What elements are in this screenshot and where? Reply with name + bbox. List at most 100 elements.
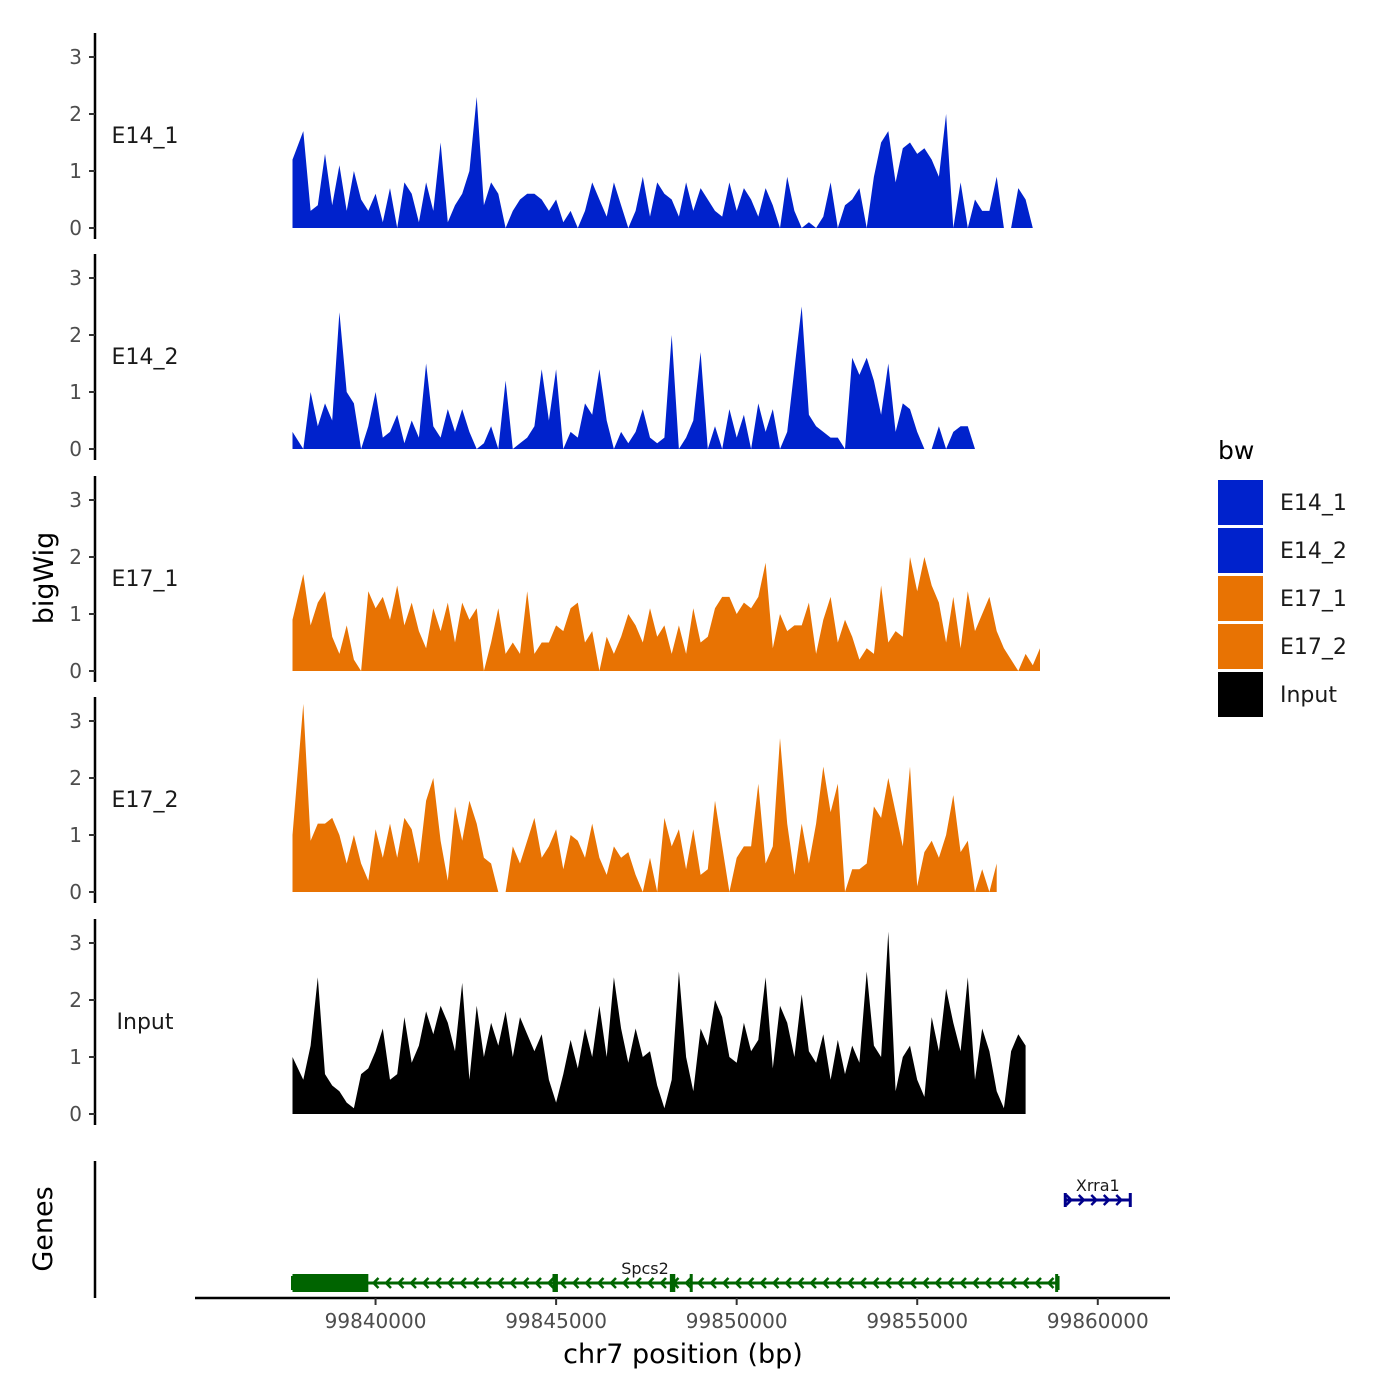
strand-arrow [909,1277,917,1289]
x-axis-title: chr7 position (bp) [563,1339,803,1370]
strand-arrow [959,1277,967,1289]
strand-arrow [896,1277,905,1289]
strand-arrow [446,1277,455,1289]
gene-label: Spcs2 [621,1259,669,1278]
gene-Xrra1: Xrra1 [1063,1176,1132,1207]
strand-arrow [709,1277,717,1289]
legend-item-E14_1: E14_1 [1218,480,1347,525]
gene-exon [552,1274,558,1292]
y-tick-label: 1 [69,380,82,404]
strand-arrow [1115,1194,1124,1206]
strand-arrow [421,1277,430,1289]
strand-arrow [759,1277,767,1289]
legend-label: Input [1280,683,1337,708]
strand-arrow [746,1277,755,1289]
gene-exon [292,1274,369,1292]
legend-swatch [1218,576,1263,621]
track-label: Input [117,1010,174,1035]
strand-arrow [734,1277,742,1289]
x-tick-label: 99850000 [686,1309,788,1333]
signal-area-E17_1 [292,557,1040,671]
strand-arrow [584,1277,592,1289]
signal-area-E14_2 [292,306,975,449]
strand-arrow [534,1277,542,1289]
strand-arrow [1021,1277,1030,1289]
gene-Spcs2: Spcs2 [291,1259,1060,1292]
track-label: E17_1 [112,567,179,592]
strand-arrow [596,1277,605,1289]
y-tick-label: 1 [69,602,82,626]
strand-arrow [659,1277,667,1289]
gene-label: Xrra1 [1076,1176,1120,1195]
strand-arrow [784,1277,792,1289]
strand-arrow [884,1277,892,1289]
y-tick-label: 2 [69,102,82,126]
strand-arrow [484,1277,492,1289]
tracks-group: 0 1 2 3 E14_1 0 1 2 3 E14_2 0 1 2 3 E17_1 0 1 2 3 E17_2 0 1 2 3… [69,33,1040,1126]
strand-arrow [1046,1277,1055,1289]
track-E17_1: 0 1 2 3 E17_1 [69,476,1040,683]
y-tick-label: 1 [69,159,82,183]
y-tick-label: 2 [69,323,82,347]
strand-arrow [559,1277,567,1289]
strand-arrow [796,1277,805,1289]
strand-arrow [571,1277,580,1289]
y-tick-label: 0 [69,216,82,240]
strand-arrow [609,1277,617,1289]
strand-arrow [934,1277,942,1289]
signal-area-Input [292,931,1026,1114]
legend: bw E14_1 E14_2 E17_1 E17_2 Input [1218,436,1347,717]
y-tick-label: 3 [69,709,82,733]
track-label: E17_2 [112,788,179,813]
track-E14_2: 0 1 2 3 E14_2 [69,254,975,461]
strand-arrow [921,1277,930,1289]
x-tick-label: 99860000 [1047,1309,1149,1333]
strand-arrow [721,1277,730,1289]
strand-arrow [546,1277,555,1289]
track-E17_2: 0 1 2 3 E17_2 [69,697,997,904]
legend-label: E14_1 [1280,491,1347,516]
signal-area-E17_2 [292,703,997,892]
y-tick-label: 3 [69,488,82,512]
y-tick-label: 1 [69,1045,82,1069]
y-tick-label: 2 [69,988,82,1012]
legend-swatch [1218,480,1263,525]
gene-exon [669,1274,676,1292]
strand-arrow [946,1277,955,1289]
y-tick-label: 0 [69,437,82,461]
y-tick-label: 0 [69,880,82,904]
strand-arrow [621,1277,630,1289]
strand-arrow [509,1277,517,1289]
strand-arrow [809,1277,817,1289]
legend-items: E14_1 E14_2 E17_1 E17_2 Input [1218,480,1347,717]
strand-arrow [409,1277,417,1289]
legend-label: E17_2 [1280,635,1347,660]
strand-arrow [846,1277,855,1289]
y-axis-title: bigWig [29,532,60,625]
strand-arrow [696,1277,705,1289]
x-axis: 99840000 99845000 99850000 99855000 99860000… [195,1296,1170,1370]
track-Input: 0 1 2 3 Input [69,919,1026,1126]
legend-item-Input: Input [1218,672,1337,717]
strand-arrow [396,1277,405,1289]
genes-panel: Genes Spcs2 Xrra1 [28,1161,1132,1298]
strand-arrow [1102,1194,1111,1206]
strand-arrow [634,1277,642,1289]
y-tick-label: 2 [69,545,82,569]
x-ticks-group: 99840000 99845000 99850000 99855000 99860000 [325,1298,1149,1333]
x-tick-label: 99840000 [325,1309,427,1333]
y-tick-label: 3 [69,266,82,290]
strand-arrow [1077,1194,1086,1206]
signal-area-E14_1 [292,96,1033,229]
strand-arrow [996,1277,1005,1289]
strand-arrow [821,1277,830,1289]
legend-item-E17_1: E17_1 [1218,576,1347,621]
strand-arrow [771,1277,780,1289]
strand-arrow [434,1277,442,1289]
legend-swatch [1218,528,1263,573]
strand-arrow [984,1277,992,1289]
strand-arrow [834,1277,842,1289]
genes-title: Genes [28,1186,59,1271]
gene-exon [689,1274,693,1292]
